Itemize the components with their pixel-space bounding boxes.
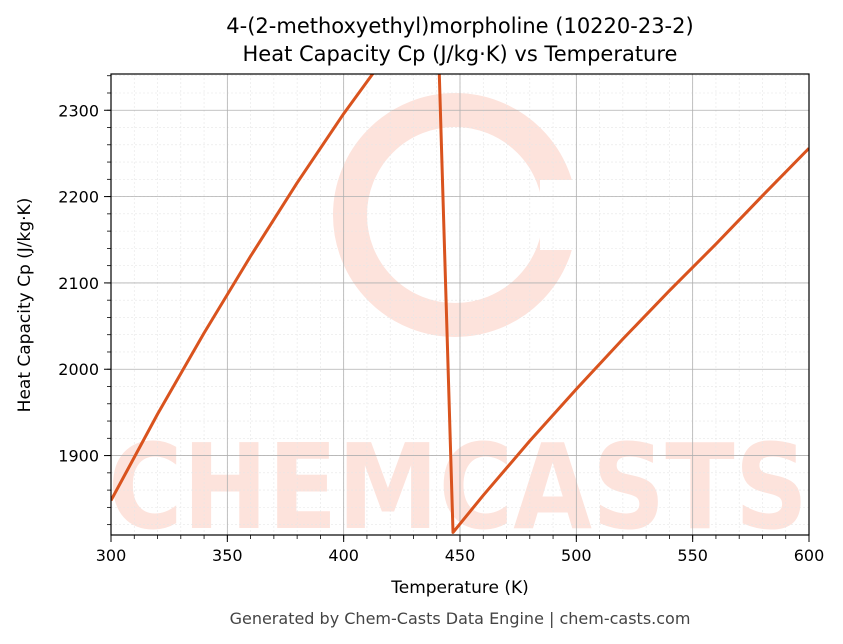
watermark-logo xyxy=(333,93,580,337)
x-tick-label: 300 xyxy=(96,546,127,565)
y-tick-label: 1900 xyxy=(58,447,99,466)
y-tick-label: 2200 xyxy=(58,188,99,207)
y-axis-label: Heat Capacity Cp (J/kg·K) xyxy=(15,198,35,413)
chart-subtitle: Heat Capacity Cp (J/kg·K) vs Temperature xyxy=(243,42,678,66)
x-tick-label: 350 xyxy=(212,546,243,565)
x-tick-label: 600 xyxy=(794,546,825,565)
x-tick-label: 550 xyxy=(677,546,708,565)
x-axis: 300 350 400 450 500 550 600 xyxy=(96,535,825,565)
x-axis-label: Temperature (K) xyxy=(390,578,529,598)
series-group xyxy=(111,74,809,534)
y-tick-label: 2100 xyxy=(58,274,99,293)
chart-title: 4-(2-methoxyethyl)morpholine (10220-23-2… xyxy=(226,14,693,38)
x-tick-label: 450 xyxy=(445,546,476,565)
heat-capacity-line xyxy=(111,74,809,534)
x-tick-label: 400 xyxy=(328,546,359,565)
footer-credit: Generated by Chem-Casts Data Engine | ch… xyxy=(230,609,691,628)
major-gridlines xyxy=(110,74,810,535)
x-tick-label: 500 xyxy=(561,546,592,565)
y-axis: 1900 2000 2100 2200 2300 xyxy=(58,75,111,526)
watermark: CHEMCASTS xyxy=(108,93,808,556)
y-tick-label: 2000 xyxy=(58,360,99,379)
y-tick-label: 2300 xyxy=(58,101,99,120)
watermark-text: CHEMCASTS xyxy=(108,418,808,556)
